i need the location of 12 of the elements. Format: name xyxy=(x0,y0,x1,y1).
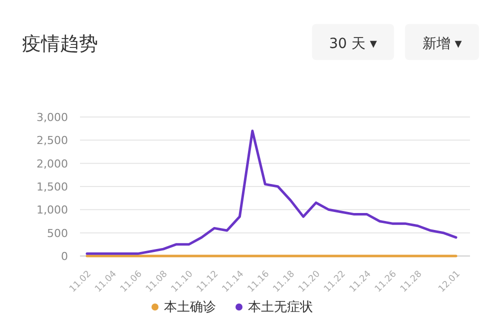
control: 30 天 ▾ xyxy=(312,24,394,60)
y-tick-label: 0 xyxy=(61,250,68,263)
y-tick-label: 1,000 xyxy=(36,204,68,217)
control: 新增 ▾ xyxy=(405,24,479,60)
title: 疫情趋势 xyxy=(22,33,98,55)
y-tick-label: 2,500 xyxy=(36,134,68,148)
y-tick-label: 500 xyxy=(47,226,68,240)
y-tick-label: 2,000 xyxy=(36,157,68,170)
legend-label: 本土无症状 xyxy=(248,300,313,315)
y-tick-label: 3,000 xyxy=(36,111,68,124)
legend-label: 本土确诊 xyxy=(164,300,216,315)
y-tick-label: 1,500 xyxy=(36,180,68,194)
